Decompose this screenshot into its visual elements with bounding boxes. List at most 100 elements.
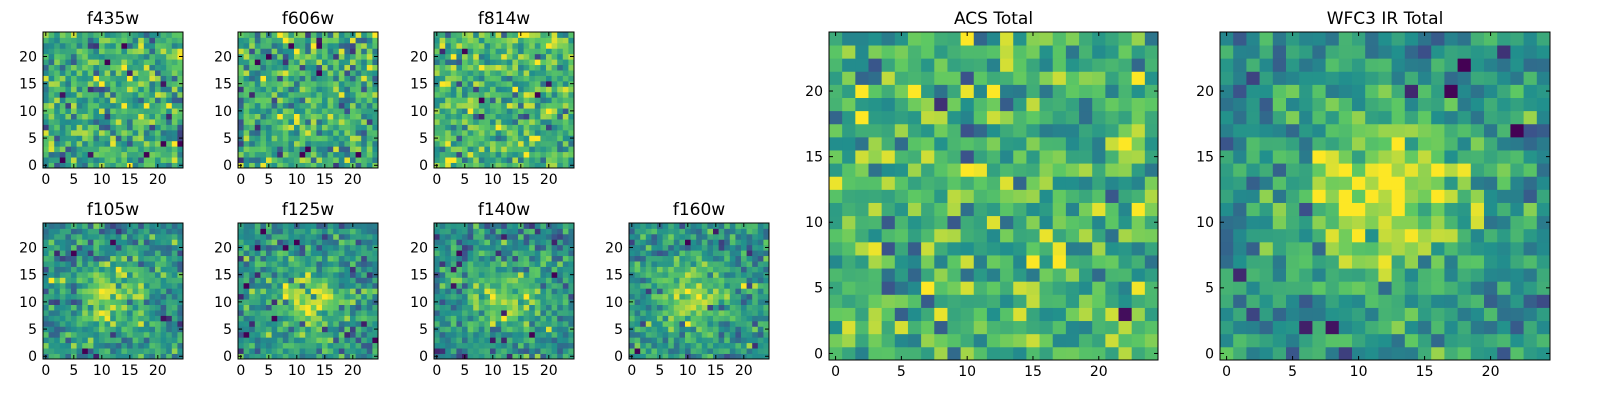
- heatmap-cell: [160, 315, 167, 322]
- heatmap-cell: [93, 331, 100, 338]
- heatmap-cell: [138, 315, 145, 322]
- heatmap-cell: [1131, 202, 1146, 217]
- heatmap-cell: [366, 97, 373, 104]
- heatmap-cell: [299, 86, 306, 93]
- heatmap-cell: [640, 255, 647, 262]
- heatmap-cell: [266, 70, 272, 76]
- heatmap-cell: [310, 261, 317, 267]
- heatmap-cell: [434, 102, 440, 109]
- heatmap-cell: [294, 140, 300, 147]
- heatmap-cell: [450, 108, 457, 114]
- heatmap-cell: [523, 37, 530, 44]
- heatmap-cell: [99, 337, 105, 344]
- heatmap-cell: [48, 151, 55, 158]
- heatmap-cell: [299, 70, 306, 76]
- heatmap-cell: [132, 108, 139, 114]
- heatmap-cell: [322, 102, 328, 109]
- heatmap-cell: [657, 277, 663, 284]
- heatmap-cell: [568, 151, 575, 158]
- heatmap-cell: [529, 32, 536, 38]
- heatmap-cell: [1131, 333, 1146, 348]
- heatmap-cell: [82, 119, 89, 125]
- heatmap-cell: [294, 59, 300, 66]
- heatmap-cell: [434, 146, 440, 153]
- heatmap-cell: [171, 42, 178, 49]
- heatmap-cell: [372, 310, 379, 316]
- heatmap-cell: [71, 80, 77, 87]
- heatmap-cell: [512, 315, 519, 322]
- heatmap-cell: [456, 353, 463, 360]
- heatmap-cell: [310, 239, 317, 246]
- heatmap-cell: [568, 261, 575, 267]
- heatmap-cell: [322, 157, 328, 163]
- heatmap-cell: [506, 162, 513, 169]
- heatmap-cell: [467, 348, 474, 354]
- heatmap-cell: [518, 250, 524, 257]
- heatmap-cell: [484, 42, 491, 49]
- heatmap-cell: [121, 239, 128, 246]
- heatmap-cell: [372, 86, 379, 93]
- heatmap-cell: [640, 299, 647, 305]
- heatmap-cell: [43, 91, 49, 98]
- heatmap-cell: [456, 59, 463, 66]
- heatmap-cell: [249, 113, 256, 120]
- heatmap-cell: [54, 331, 61, 338]
- heatmap-cell: [243, 102, 250, 109]
- heatmap-cell: [310, 70, 317, 76]
- heatmap-cell: [266, 151, 272, 158]
- heatmap-cell: [294, 37, 300, 44]
- heatmap-cell: [254, 337, 261, 344]
- heatmap-cell: [127, 337, 133, 344]
- heatmap-cell: [322, 75, 328, 82]
- heatmap-cell: [87, 223, 94, 229]
- heatmap-cell: [366, 315, 373, 322]
- heatmap-cell: [121, 64, 128, 71]
- heatmap-cell: [271, 266, 278, 273]
- heatmap-cell: [327, 146, 334, 153]
- heatmap-cell: [71, 113, 77, 120]
- heatmap-cell: [254, 326, 261, 333]
- heatmap-cell: [668, 315, 675, 322]
- heatmap-cell: [518, 299, 524, 305]
- heatmap-cell: [350, 250, 356, 257]
- heatmap-cell: [333, 32, 340, 38]
- heatmap-cell: [166, 32, 173, 38]
- heatmap-cell: [640, 304, 647, 311]
- heatmap-cell: [238, 266, 244, 273]
- heatmap-cell: [529, 293, 536, 300]
- heatmap-cell: [99, 233, 105, 240]
- heatmap-cell: [43, 86, 49, 93]
- heatmap-cell: [478, 32, 485, 38]
- heatmap-cell: [76, 342, 83, 349]
- heatmap-cell: [305, 271, 312, 278]
- heatmap-cell: [551, 75, 558, 82]
- heatmap-cell: [149, 135, 156, 142]
- heatmap-cell: [529, 320, 536, 327]
- heatmap-cell: [82, 124, 89, 131]
- heatmap-cell: [243, 244, 250, 251]
- heatmap-cell: [333, 320, 340, 327]
- heatmap-cell: [104, 348, 111, 354]
- heatmap-cell: [294, 157, 300, 163]
- heatmap-cell: [155, 37, 161, 44]
- heatmap-cell: [1065, 202, 1080, 217]
- heatmap-cell: [110, 53, 117, 60]
- heatmap-cell: [166, 37, 173, 44]
- heatmap-cell: [512, 86, 519, 93]
- heatmap-cell: [540, 288, 547, 295]
- heatmap-cell: [456, 310, 463, 316]
- heatmap-cell: [127, 331, 133, 338]
- heatmap-cell: [546, 53, 552, 60]
- heatmap-cell: [282, 255, 289, 262]
- heatmap-cell: [478, 271, 485, 278]
- heatmap-cell: [484, 37, 491, 44]
- heatmap-cell: [316, 320, 323, 327]
- heatmap-cell: [484, 288, 491, 295]
- heatmap-cell: [757, 244, 764, 251]
- heatmap-cell: [160, 293, 167, 300]
- heatmap-cell: [679, 233, 686, 240]
- heatmap-cell: [59, 288, 66, 295]
- heatmap-cell: [76, 91, 83, 98]
- heatmap-cell: [104, 266, 111, 273]
- heatmap-cell: [266, 86, 272, 93]
